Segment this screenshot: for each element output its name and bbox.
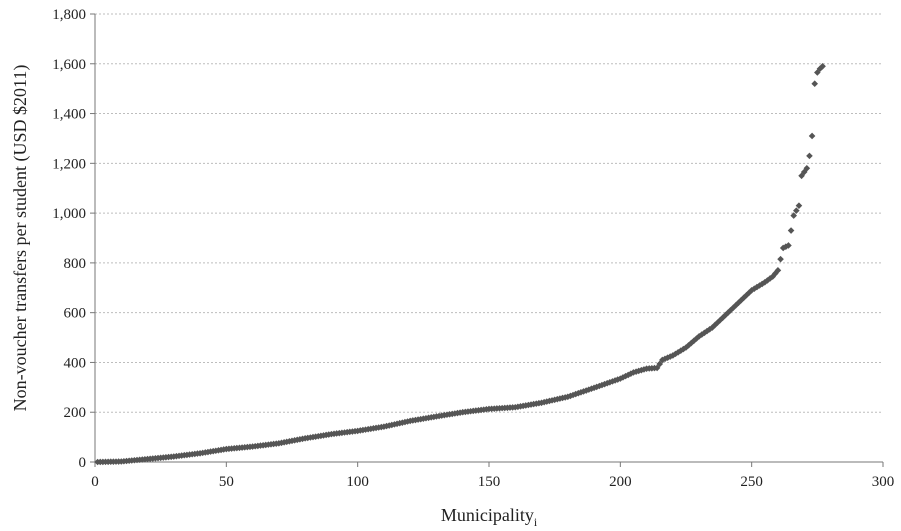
data-point xyxy=(638,366,645,374)
data-point xyxy=(666,353,674,360)
data-point xyxy=(569,391,577,399)
data-point xyxy=(793,207,800,214)
data-point xyxy=(766,275,774,282)
data-point xyxy=(819,62,826,70)
data-point xyxy=(811,80,819,87)
y-tick-label: 1,200 xyxy=(52,156,86,172)
data-point xyxy=(690,337,698,345)
y-tick-label: 1,000 xyxy=(52,206,86,222)
y-tick-label: 600 xyxy=(64,306,87,322)
data-point xyxy=(787,227,795,234)
x-tick-label: 250 xyxy=(740,474,763,490)
x-tick-label: 100 xyxy=(346,474,369,490)
gridlines xyxy=(95,13,883,413)
data-point xyxy=(590,384,598,392)
data-point xyxy=(719,314,727,321)
y-tick-label: 1,800 xyxy=(52,7,86,23)
data-point xyxy=(711,321,719,329)
y-axis-ticks: 0 200 400 600 800 1,000 1,200 1,400 1,600 1,800 xyxy=(52,7,95,471)
x-axis-title-main: Municipality xyxy=(441,505,534,525)
y-tick-label: 1,400 xyxy=(52,107,86,123)
data-point xyxy=(795,202,803,209)
y-axis-title: Non-voucher transfers per student (USD $… xyxy=(10,65,31,412)
data-point xyxy=(685,341,692,349)
data-point xyxy=(777,255,784,263)
y-tick-label: 200 xyxy=(64,405,87,421)
data-point xyxy=(758,280,766,288)
data-point xyxy=(735,299,742,307)
x-tick-label: 150 xyxy=(478,474,501,490)
data-point xyxy=(606,379,614,386)
data-point xyxy=(737,296,745,304)
data-point xyxy=(750,285,758,292)
data-point xyxy=(698,331,706,338)
data-point xyxy=(656,360,664,368)
data-point xyxy=(774,267,782,274)
x-tick-label: 300 xyxy=(872,474,895,490)
data-point xyxy=(677,347,685,354)
data-point xyxy=(806,152,813,160)
data-point xyxy=(785,242,792,249)
data-point xyxy=(779,244,787,252)
data-point xyxy=(808,132,816,140)
data-point xyxy=(659,356,666,364)
data-point xyxy=(674,348,682,356)
x-axis-title-subscript: i xyxy=(534,515,538,529)
data-point xyxy=(790,212,797,219)
data-point xyxy=(577,389,585,396)
y-tick-label: 400 xyxy=(64,355,87,371)
x-tick-label: 200 xyxy=(609,474,632,490)
y-tick-label: 0 xyxy=(79,455,87,471)
x-tick-label: 0 xyxy=(91,474,99,490)
data-point xyxy=(622,372,629,380)
data-point xyxy=(803,165,811,172)
data-point xyxy=(653,364,661,372)
data-point xyxy=(630,369,637,376)
data-point xyxy=(598,381,606,389)
x-axis-ticks: 0 50 100 150 200 250 300 xyxy=(91,462,894,490)
data-point xyxy=(706,326,713,333)
data-point xyxy=(772,270,779,277)
data-point xyxy=(575,389,582,397)
data-point xyxy=(614,376,622,383)
data-point xyxy=(743,291,750,299)
x-tick-label: 50 xyxy=(219,474,234,490)
y-tick-label: 1,600 xyxy=(52,57,86,73)
x-axis-title: Municipalityi xyxy=(441,505,538,529)
data-points xyxy=(94,62,826,466)
data-point xyxy=(727,306,734,314)
y-tick-label: 800 xyxy=(64,256,87,272)
data-point xyxy=(635,367,643,375)
data-point xyxy=(682,344,690,351)
